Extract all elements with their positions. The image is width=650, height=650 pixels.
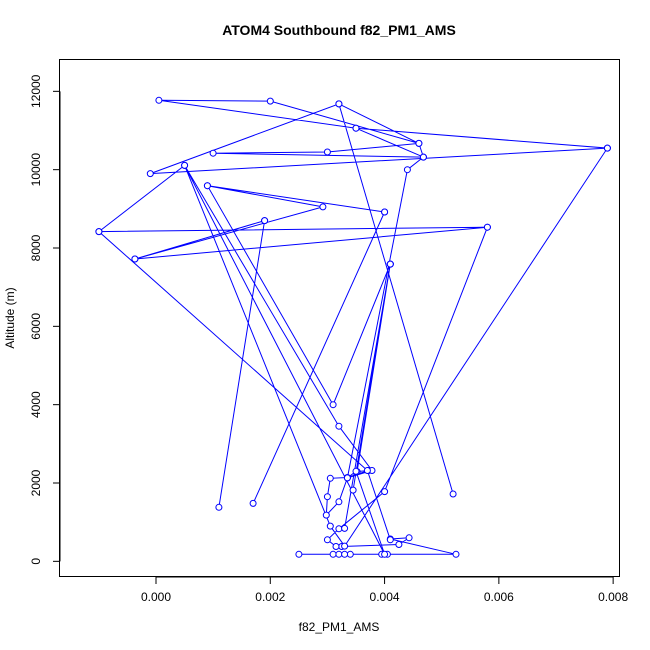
data-point bbox=[95, 228, 103, 236]
data-point bbox=[395, 541, 403, 548]
data-point bbox=[381, 550, 389, 558]
data-point bbox=[329, 550, 337, 558]
x-tick-label: 0.008 bbox=[598, 590, 628, 604]
x-tick-label: 0.000 bbox=[141, 590, 171, 604]
data-point bbox=[352, 124, 360, 132]
data-point bbox=[203, 182, 211, 190]
data-point bbox=[323, 536, 331, 544]
x-tick-label: 0.004 bbox=[370, 590, 400, 604]
data-point bbox=[332, 543, 340, 550]
data-point bbox=[155, 96, 163, 104]
y-tick-label: 10000 bbox=[29, 153, 43, 187]
data-point bbox=[352, 467, 360, 475]
y-tick-label: 4000 bbox=[29, 391, 43, 418]
data-point bbox=[341, 542, 349, 550]
data-point bbox=[405, 534, 413, 542]
y-tick-label: 8000 bbox=[29, 234, 43, 261]
data-point bbox=[323, 148, 331, 156]
data-point bbox=[295, 550, 303, 558]
data-point bbox=[146, 170, 154, 178]
data-point bbox=[329, 401, 337, 409]
data-point bbox=[335, 422, 343, 430]
data-point bbox=[386, 536, 394, 544]
chart-title: ATOM4 Southbound f82_PM1_AMS bbox=[222, 22, 456, 38]
data-point bbox=[419, 153, 427, 161]
y-tick-label: 6000 bbox=[29, 313, 43, 340]
data-point bbox=[363, 467, 371, 474]
data-point bbox=[335, 525, 343, 533]
x-axis-label: f82_PM1_AMS bbox=[299, 620, 380, 634]
data-point bbox=[381, 488, 389, 496]
data-point bbox=[181, 161, 189, 169]
data-point bbox=[131, 255, 139, 263]
data-point bbox=[319, 203, 327, 211]
data-point bbox=[323, 493, 331, 501]
data-point bbox=[403, 166, 411, 174]
data-point bbox=[215, 503, 223, 511]
data-point bbox=[326, 522, 334, 530]
y-tick-label: 2000 bbox=[29, 469, 43, 496]
data-point bbox=[341, 524, 349, 532]
data-point bbox=[343, 474, 351, 482]
data-point bbox=[381, 208, 389, 216]
data-point bbox=[415, 139, 423, 147]
data-point bbox=[346, 550, 354, 558]
data-point bbox=[449, 490, 457, 498]
data-point bbox=[335, 100, 343, 108]
x-axis: 0.000 0.002 0.004 0.006 0.008 bbox=[141, 576, 628, 604]
data-point bbox=[386, 260, 394, 268]
x-tick-label: 0.002 bbox=[255, 590, 285, 604]
data-point bbox=[249, 499, 257, 507]
data-point bbox=[209, 149, 217, 157]
data-point bbox=[341, 550, 349, 558]
data-point bbox=[326, 474, 334, 482]
data-point bbox=[266, 97, 274, 105]
series-layer bbox=[95, 96, 611, 558]
y-tick-label: 12000 bbox=[29, 74, 43, 108]
x-tick-label: 0.006 bbox=[484, 590, 514, 604]
data-point bbox=[603, 144, 611, 152]
data-point bbox=[335, 498, 343, 506]
data-point bbox=[261, 217, 269, 225]
data-point bbox=[349, 486, 357, 494]
y-axis-label: Altitude (m) bbox=[3, 287, 17, 348]
y-axis: 0 2000 4000 6000 8000 10000 12000 bbox=[29, 74, 61, 565]
data-point bbox=[335, 550, 343, 558]
data-point bbox=[452, 550, 460, 558]
y-tick-label: 0 bbox=[29, 558, 43, 565]
data-point bbox=[322, 511, 330, 519]
data-point bbox=[483, 223, 491, 231]
